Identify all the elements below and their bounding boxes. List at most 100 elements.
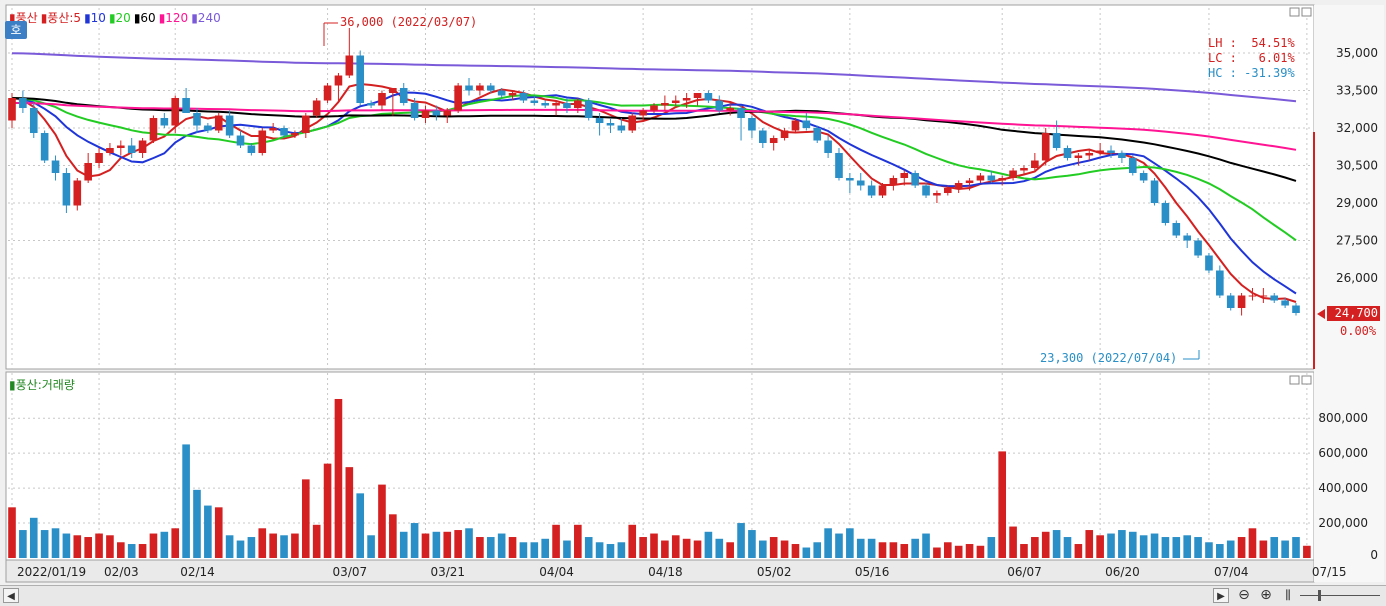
- candle-body: [824, 140, 832, 153]
- candle-body: [367, 103, 375, 106]
- candle-body: [410, 103, 419, 118]
- candle-body: [258, 130, 267, 153]
- scroll-right-button[interactable]: ▶: [1213, 588, 1229, 603]
- price-tick-label: 30,500: [1336, 159, 1378, 173]
- volume-bar: [1063, 537, 1072, 558]
- volume-bar: [846, 528, 854, 558]
- price-tick-label: 32,000: [1336, 121, 1378, 135]
- volume-bar: [149, 533, 158, 558]
- volume-bar: [204, 505, 212, 558]
- zoom-in-icon[interactable]: ⊕: [1260, 587, 1272, 603]
- x-tick-label: 07/15: [1312, 565, 1347, 579]
- candle-body: [878, 185, 887, 196]
- volume-bar: [802, 547, 811, 558]
- column-icon[interactable]: ⫼: [1285, 588, 1291, 602]
- horizontal-scrollbar[interactable]: ◀ ▶ ⊖ ⊕ ⫼: [0, 585, 1386, 606]
- current-price-label: 24,700: [1327, 306, 1380, 321]
- candle-body: [356, 55, 365, 103]
- volume-bar: [1118, 530, 1126, 558]
- volume-bar: [976, 545, 985, 558]
- volume-bar: [606, 544, 615, 558]
- candle-body: [345, 55, 354, 76]
- zoom-slider-handle[interactable]: [1318, 590, 1321, 601]
- x-tick-label: 05/02: [757, 565, 792, 579]
- candle-body: [650, 105, 658, 111]
- candle-body: [1052, 133, 1061, 148]
- volume-bar: [356, 493, 365, 558]
- volume-bar: [1139, 535, 1148, 558]
- scroll-left-button[interactable]: ◀: [3, 588, 19, 603]
- current-change-label: 0.00%: [1340, 324, 1377, 338]
- volume-bar: [726, 542, 734, 558]
- volume-bar: [769, 537, 778, 558]
- candle-body: [476, 85, 484, 91]
- candle-body: [204, 125, 212, 131]
- corner-button[interactable]: 호: [5, 21, 27, 39]
- volume-bar: [878, 542, 887, 558]
- x-tick-label: 02/14: [180, 565, 215, 579]
- volume-bar: [291, 533, 299, 558]
- candle-body: [856, 180, 865, 186]
- candle-body: [813, 128, 822, 141]
- candle-body: [846, 178, 854, 181]
- volume-bar: [193, 489, 201, 558]
- price-panel-close-button[interactable]: [1301, 7, 1312, 17]
- candle-body: [117, 145, 125, 148]
- candle-body: [1259, 295, 1268, 297]
- volume-bar: [1281, 540, 1289, 558]
- volume-bar: [933, 547, 941, 558]
- zoom-out-icon[interactable]: ⊖: [1238, 587, 1250, 603]
- candle-body: [639, 110, 647, 116]
- candle-body: [759, 130, 767, 143]
- candle-body: [769, 138, 778, 143]
- volume-bar: [867, 538, 876, 558]
- candle-body: [399, 88, 408, 103]
- volume-bar: [693, 540, 702, 558]
- candle-body: [682, 98, 691, 101]
- volume-tick-label: 400,000: [1318, 481, 1368, 495]
- candle-body: [541, 103, 549, 106]
- volume-bar: [1248, 528, 1257, 558]
- volume-bar: [954, 545, 963, 558]
- candle-body: [574, 100, 582, 108]
- candle-body: [922, 185, 930, 196]
- candle-body: [1270, 295, 1279, 301]
- zoom-slider-track[interactable]: [1300, 595, 1380, 596]
- volume-bar: [465, 528, 473, 558]
- legend-item: ▮60: [133, 11, 156, 25]
- volume-bar: [813, 542, 822, 558]
- volume-tick-label: 0: [1370, 548, 1378, 562]
- volume-bar: [704, 531, 713, 558]
- candle-body: [1161, 203, 1170, 223]
- candle-body: [584, 100, 593, 118]
- volume-bar: [998, 451, 1007, 558]
- candle-body: [389, 88, 397, 93]
- candle-body: [138, 140, 147, 153]
- x-tick-label: 07/04: [1214, 565, 1249, 579]
- volume-bar: [106, 535, 114, 558]
- candle-body: [1150, 180, 1159, 203]
- candle-body: [334, 75, 343, 86]
- volume-bar: [127, 544, 136, 558]
- volume-panel-min-button[interactable]: [1289, 375, 1300, 385]
- volume-panel-close-button[interactable]: [1301, 375, 1312, 385]
- volume-bar: [95, 533, 103, 558]
- volume-bar: [399, 531, 408, 558]
- volume-bar: [454, 530, 462, 558]
- volume-bar: [269, 533, 277, 558]
- candle-body: [1063, 148, 1072, 158]
- volume-bar: [617, 542, 626, 558]
- volume-bar: [943, 542, 952, 558]
- candle-body: [606, 123, 615, 126]
- volume-legend-label: 풍산:거래량: [15, 378, 75, 392]
- volume-bar: [334, 398, 343, 558]
- x-tick-label: 02/03: [104, 565, 139, 579]
- candle-body: [454, 85, 462, 111]
- x-tick-label: 05/16: [855, 565, 890, 579]
- price-panel-min-button[interactable]: [1289, 7, 1300, 17]
- volume-bar: [117, 542, 125, 558]
- volume-bar: [51, 528, 60, 558]
- candle-body: [726, 108, 734, 111]
- candle-body: [563, 103, 571, 108]
- volume-bar: [1172, 537, 1181, 558]
